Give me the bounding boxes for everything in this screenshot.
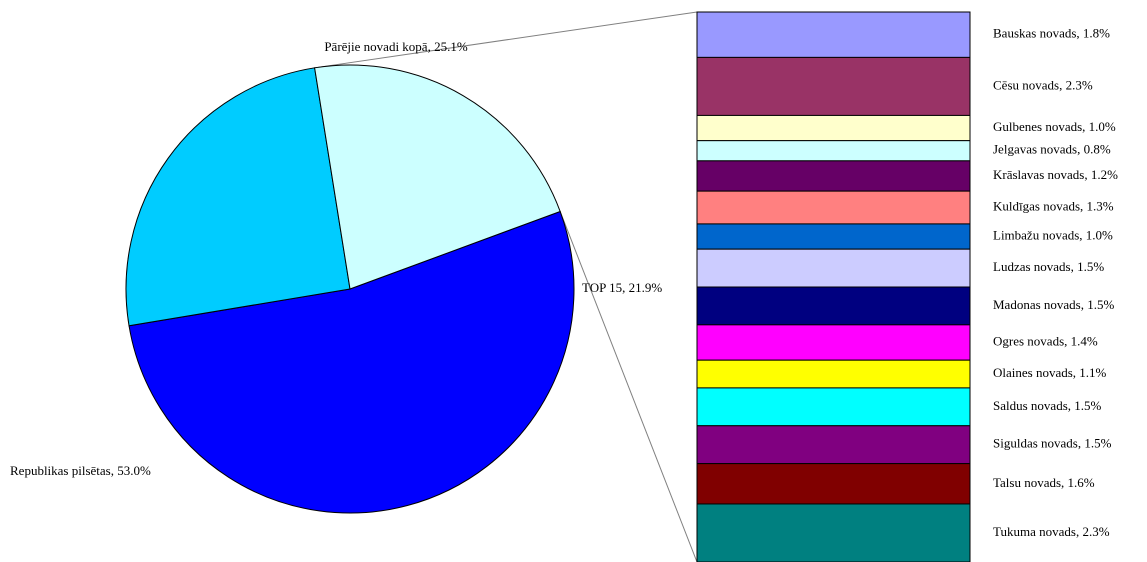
bar-segment-saldus-novads	[696, 387, 971, 427]
bar-segment-talsu-novads	[696, 463, 971, 505]
bar-segment-kuldigas-novads	[696, 190, 971, 225]
bar-label-jelgavas-novads: Jelgavas novads, 0.8%	[993, 142, 1111, 157]
bar-segment-siguldas-novads	[696, 425, 971, 465]
pie-labels: Republikas pilsētas, 53.0% Pārējie novadi…	[10, 39, 662, 478]
bar-label-kraslavas-novads: Krāslavas novads, 1.2%	[993, 167, 1118, 182]
bar-label-ogres-novads: Ogres novads, 1.4%	[993, 333, 1098, 348]
bar-label-saldus-novads: Saldus novads, 1.5%	[993, 398, 1102, 413]
bar-label-kuldigas-novads: Kuldīgas novads, 1.3%	[993, 199, 1114, 214]
bar-segment-kraslavas-novads	[696, 160, 971, 192]
pie-slice-parejie-novadi-kopa	[125, 67, 351, 327]
breakdown-bar	[696, 11, 971, 562]
bar-label-tukuma-novads: Tukuma novads, 2.3%	[993, 524, 1110, 539]
pie-slice-top-15	[314, 64, 561, 290]
connector-line-top	[314, 11, 698, 69]
bar-segment-ogres-novads	[696, 324, 971, 361]
bar-segment-limbazu-novads	[696, 223, 971, 250]
pie-label-republikas-pilsetas: Republikas pilsētas, 53.0%	[10, 463, 151, 478]
pie-label-parejie-novadi-kopa: Pārējie novadi kopā, 25.1%	[324, 39, 467, 54]
bar-segment-cesu-novads	[696, 56, 971, 116]
bar-label-limbazu-novads: Limbažu novads, 1.0%	[993, 228, 1113, 243]
bar-segment-olaines-novads	[696, 359, 971, 389]
bar-segment-gulbenes-novads	[696, 114, 971, 142]
bar-segment-madonas-novads	[696, 286, 971, 326]
bar-label-gulbenes-novads: Gulbenes novads, 1.0%	[993, 119, 1116, 134]
bar-label-ludzas-novads: Ludzas novads, 1.5%	[993, 259, 1104, 274]
bar-label-olaines-novads: Olaines novads, 1.1%	[993, 365, 1107, 380]
bar-label-madonas-novads: Madonas novads, 1.5%	[993, 297, 1114, 312]
bar-segment-bauskas-novads	[696, 11, 971, 58]
bar-label-cesu-novads: Cēsu novads, 2.3%	[993, 77, 1093, 92]
connector-lines	[314, 11, 698, 562]
bar-segment-jelgavas-novads	[696, 140, 971, 162]
pie	[125, 64, 575, 514]
bar-segment-tukuma-novads	[696, 503, 971, 562]
bar-segment-ludzas-novads	[696, 248, 971, 288]
bar-label-talsu-novads: Talsu novads, 1.6%	[993, 475, 1095, 490]
bar-label-siguldas-novads: Siguldas novads, 1.5%	[993, 436, 1112, 451]
connector-line-bottom	[559, 211, 698, 562]
breakdown-labels: Bauskas novads, 1.8% Cēsu novads, 2.3% Gul…	[993, 26, 1118, 539]
pie-slice-republikas-pilsetas	[128, 210, 575, 514]
pie-label-top-15: TOP 15, 21.9%	[582, 280, 662, 295]
bar-label-bauskas-novads: Bauskas novads, 1.8%	[993, 26, 1110, 41]
